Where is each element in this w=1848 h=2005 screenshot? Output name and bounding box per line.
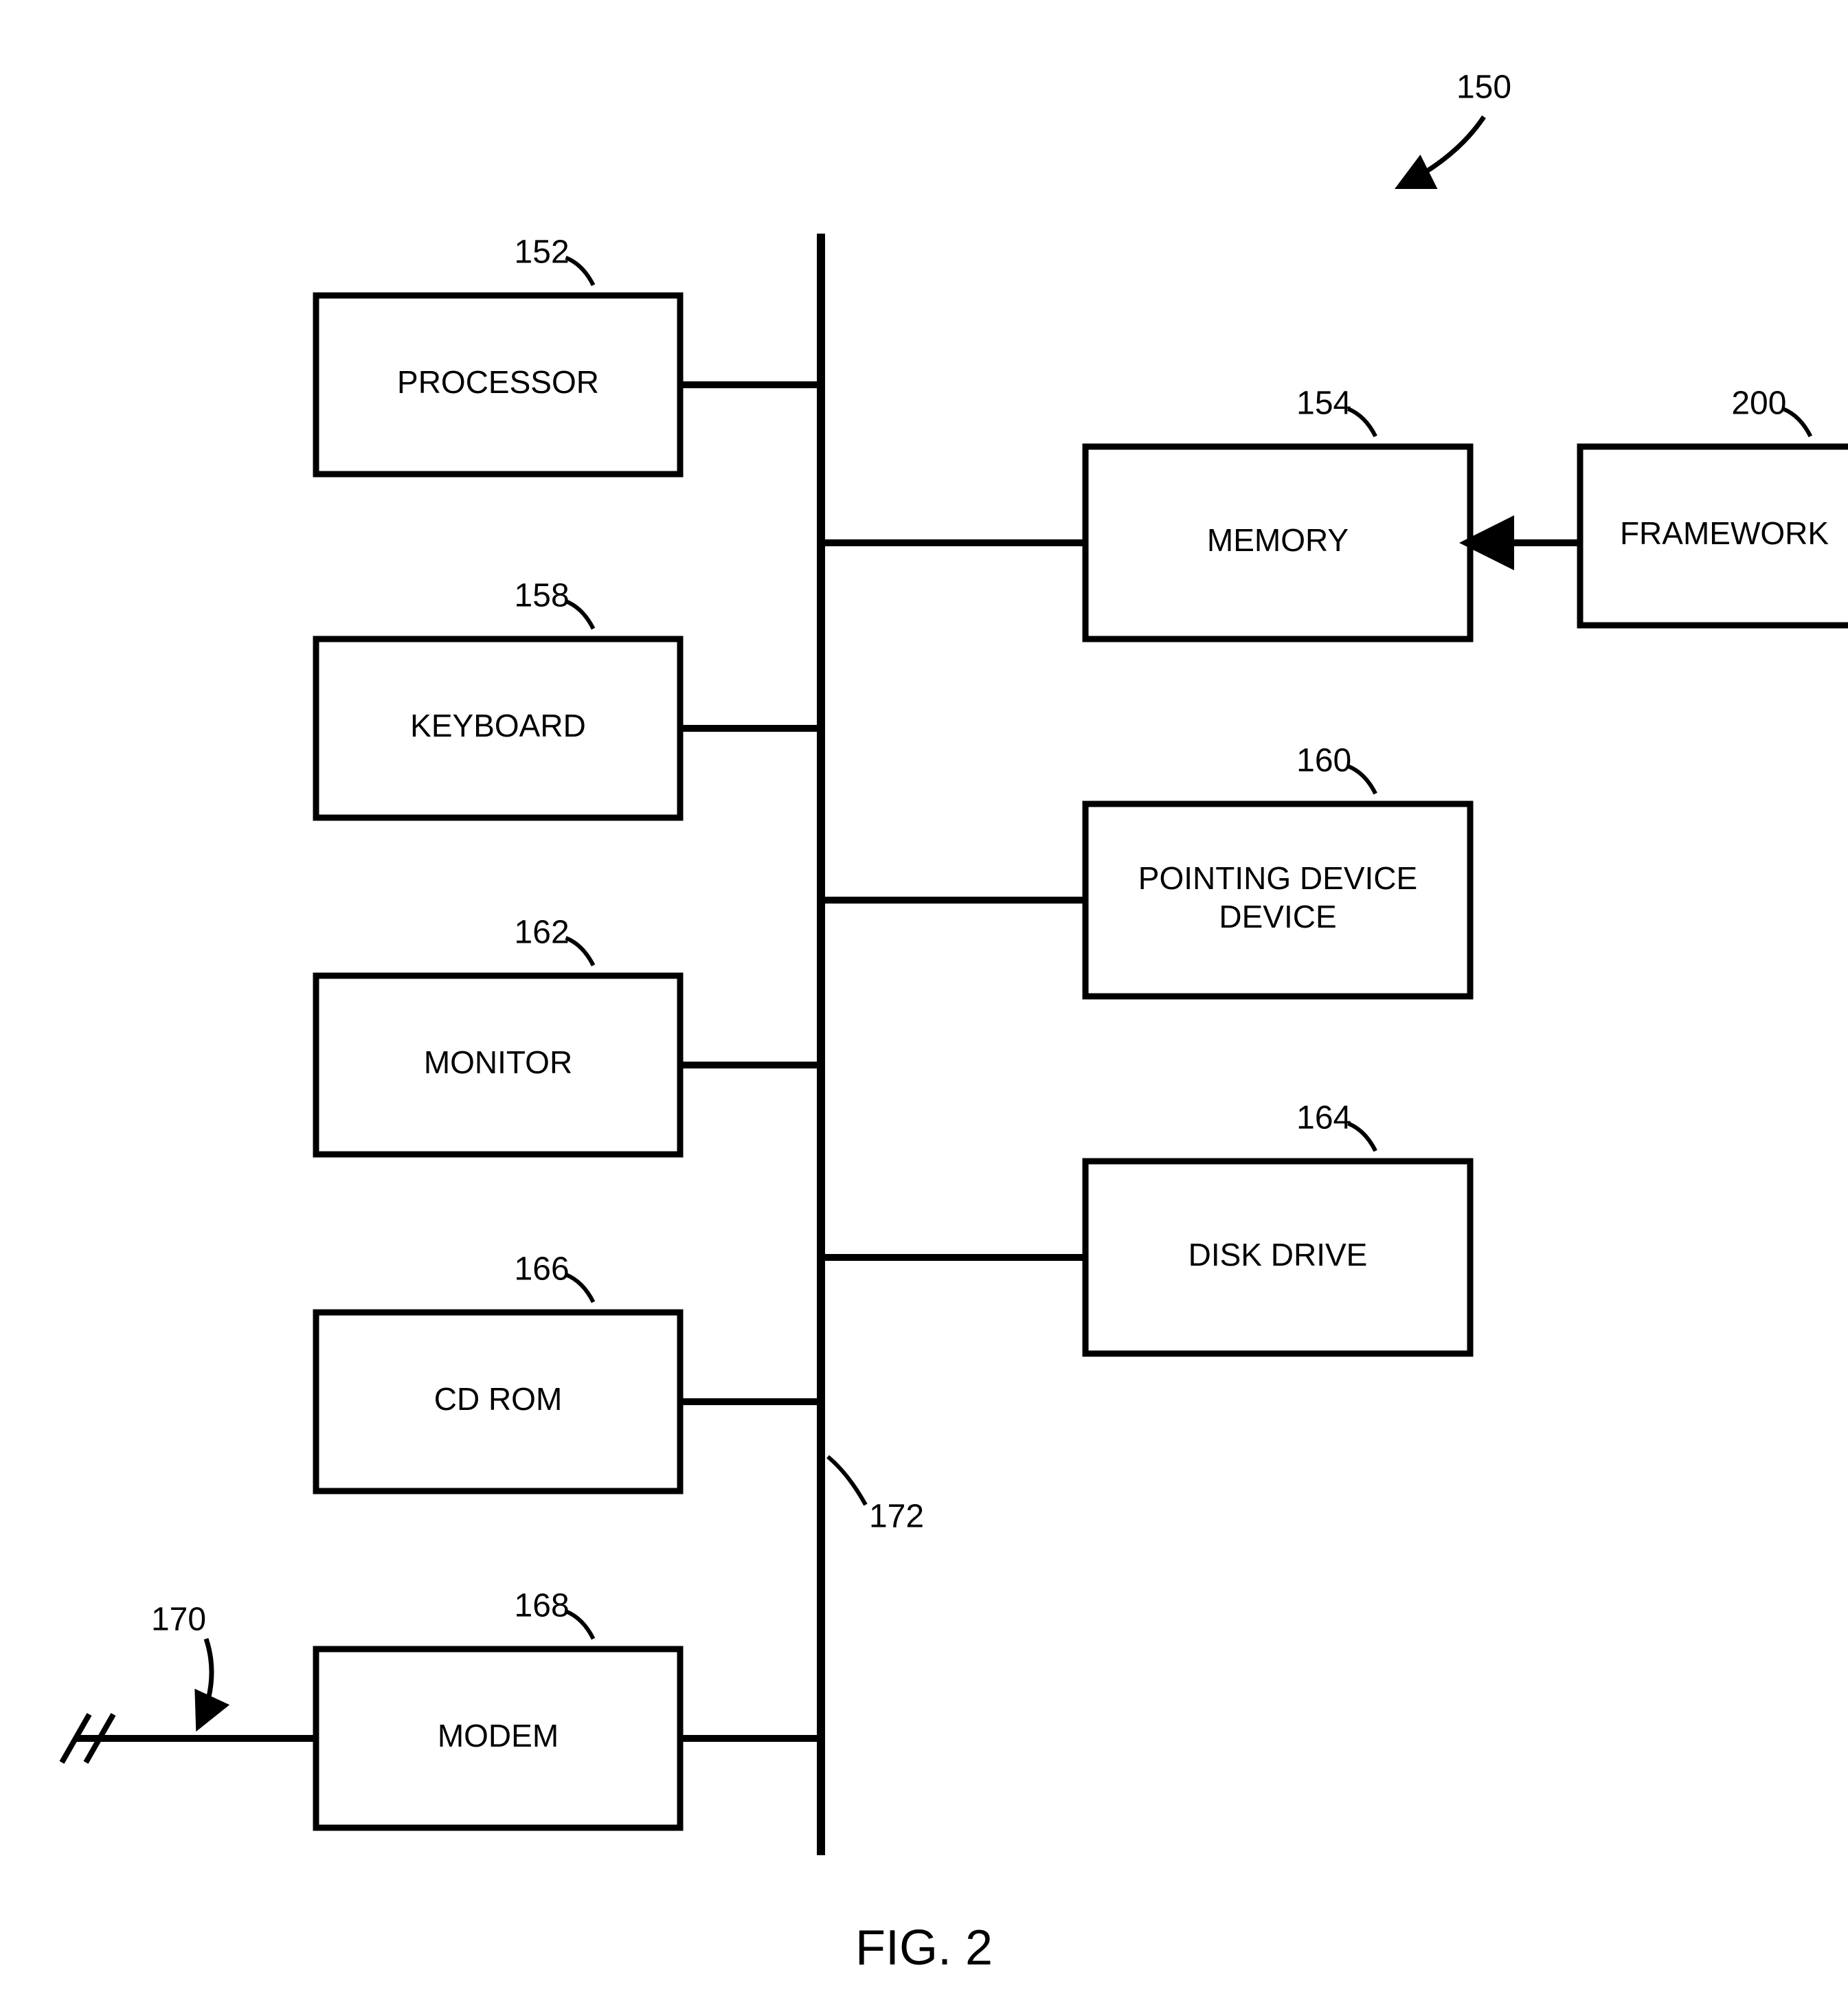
block-ref-leader-keyboard <box>566 601 594 629</box>
figure-label: FIG. 2 <box>855 1920 993 1975</box>
block-label-memory: MEMORY <box>1207 522 1349 558</box>
block-ref-keyboard: 158 <box>515 578 570 614</box>
block-ref-leader-framework <box>1783 409 1810 436</box>
block-ref-framework: 200 <box>1731 385 1786 422</box>
block-label-modem: MODEM <box>438 1718 559 1754</box>
block-ref-leader-memory <box>1348 409 1375 436</box>
external-ref-arrow <box>199 1639 212 1725</box>
block-ref-diskdrive: 164 <box>1296 1100 1351 1136</box>
block-label-cdrom: CD ROM <box>434 1381 563 1417</box>
bus-ref-leader <box>828 1457 866 1505</box>
block-label-monitor: MONITOR <box>424 1044 572 1080</box>
block-ref-leader-pointing <box>1348 766 1375 794</box>
block-label-pointing: POINTING DEVICE <box>1138 860 1417 896</box>
block-ref-leader-cdrom <box>566 1275 594 1302</box>
block-label-framework: FRAMEWORK <box>1620 515 1829 551</box>
block-ref-leader-diskdrive <box>1348 1123 1375 1151</box>
block-ref-modem: 168 <box>515 1588 570 1624</box>
block-label-processor: PROCESSOR <box>397 364 599 400</box>
block-label-keyboard: KEYBOARD <box>410 708 586 743</box>
block-ref-pointing: 160 <box>1296 743 1351 779</box>
block-ref-processor: 152 <box>515 234 570 271</box>
block-ref-leader-monitor <box>566 938 594 965</box>
block-ref-leader-processor <box>566 258 594 285</box>
bus-ref-label: 172 <box>869 1499 924 1535</box>
block-label-diskdrive: DISK DRIVE <box>1188 1237 1368 1273</box>
block-ref-leader-modem <box>566 1611 594 1639</box>
external-ref-label: 170 <box>151 1602 206 1638</box>
system-ref-label: 150 <box>1456 69 1511 106</box>
block-ref-cdrom: 166 <box>515 1251 570 1288</box>
system-ref-arrow <box>1401 117 1484 186</box>
block-label-pointing-line2: DEVICE <box>1219 899 1336 934</box>
block-ref-monitor: 162 <box>515 915 570 951</box>
block-ref-memory: 154 <box>1296 385 1351 422</box>
